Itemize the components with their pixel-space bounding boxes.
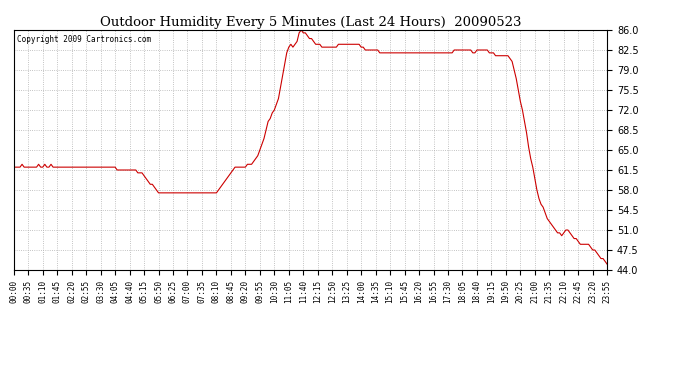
Title: Outdoor Humidity Every 5 Minutes (Last 24 Hours)  20090523: Outdoor Humidity Every 5 Minutes (Last 2… (100, 16, 521, 29)
Text: Copyright 2009 Cartronics.com: Copyright 2009 Cartronics.com (17, 35, 151, 44)
